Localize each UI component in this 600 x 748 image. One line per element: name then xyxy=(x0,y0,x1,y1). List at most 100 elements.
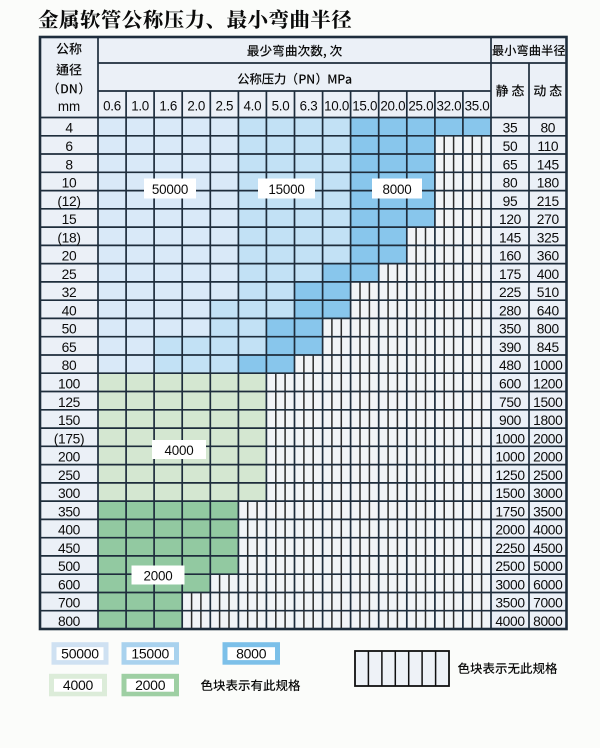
svg-text:5000: 5000 xyxy=(533,559,563,574)
svg-text:2500: 2500 xyxy=(495,559,525,574)
svg-text:1000: 1000 xyxy=(495,450,525,465)
svg-text:50: 50 xyxy=(62,322,77,337)
svg-text:(12): (12) xyxy=(57,194,80,209)
svg-text:1.6: 1.6 xyxy=(159,98,177,113)
svg-text:400: 400 xyxy=(537,267,560,282)
svg-text:700: 700 xyxy=(58,596,81,611)
svg-text:800: 800 xyxy=(537,322,560,337)
svg-text:500: 500 xyxy=(58,559,81,574)
svg-text:10: 10 xyxy=(62,176,77,191)
svg-text:mm: mm xyxy=(58,99,80,114)
svg-text:845: 845 xyxy=(537,340,560,355)
svg-text:480: 480 xyxy=(499,358,522,373)
svg-text:4000: 4000 xyxy=(533,523,563,538)
svg-text:2000: 2000 xyxy=(135,677,166,693)
svg-text:35.0: 35.0 xyxy=(465,98,490,113)
svg-text:200: 200 xyxy=(58,450,81,465)
svg-text:(18): (18) xyxy=(57,230,80,245)
svg-text:325: 325 xyxy=(537,230,560,245)
svg-text:50000: 50000 xyxy=(152,182,188,197)
svg-text:4000: 4000 xyxy=(165,443,194,458)
svg-text:4: 4 xyxy=(65,121,73,136)
svg-text:1.0: 1.0 xyxy=(131,98,149,113)
svg-text:160: 160 xyxy=(499,249,522,264)
svg-text:32: 32 xyxy=(62,285,77,300)
svg-text:65: 65 xyxy=(62,340,77,355)
svg-text:120: 120 xyxy=(499,212,522,227)
svg-text:80: 80 xyxy=(62,358,77,373)
svg-text:280: 280 xyxy=(499,303,522,318)
svg-text:1000: 1000 xyxy=(533,358,563,373)
svg-text:15: 15 xyxy=(62,212,77,227)
svg-text:20.0: 20.0 xyxy=(380,98,405,113)
svg-text:1000: 1000 xyxy=(495,431,525,446)
svg-text:450: 450 xyxy=(58,541,81,556)
svg-text:32.0: 32.0 xyxy=(436,98,461,113)
svg-text:250: 250 xyxy=(58,468,81,483)
svg-text:4000: 4000 xyxy=(63,677,94,693)
svg-text:3500: 3500 xyxy=(495,596,525,611)
svg-text:1750: 1750 xyxy=(495,504,525,519)
svg-text:1500: 1500 xyxy=(533,395,563,410)
svg-text:40: 40 xyxy=(62,303,77,318)
svg-text:95: 95 xyxy=(503,194,518,209)
svg-text:175: 175 xyxy=(499,267,522,282)
svg-text:8000: 8000 xyxy=(533,614,563,629)
svg-text:5.0: 5.0 xyxy=(272,98,290,113)
svg-text:270: 270 xyxy=(537,212,560,227)
svg-text:900: 900 xyxy=(499,413,522,428)
svg-text:800: 800 xyxy=(58,614,81,629)
svg-text:2000: 2000 xyxy=(144,569,173,584)
svg-text:20: 20 xyxy=(62,249,77,264)
svg-text:390: 390 xyxy=(499,340,522,355)
svg-text:15.0: 15.0 xyxy=(352,98,377,113)
svg-text:100: 100 xyxy=(58,377,81,392)
svg-text:225: 225 xyxy=(499,285,522,300)
svg-text:750: 750 xyxy=(499,395,522,410)
svg-text:1500: 1500 xyxy=(495,486,525,501)
svg-text:25.0: 25.0 xyxy=(408,98,433,113)
svg-text:1200: 1200 xyxy=(533,377,563,392)
svg-text:350: 350 xyxy=(499,322,522,337)
svg-text:2.5: 2.5 xyxy=(215,98,233,113)
svg-text:4500: 4500 xyxy=(533,541,563,556)
svg-text:145: 145 xyxy=(499,230,522,245)
svg-text:1250: 1250 xyxy=(495,468,525,483)
svg-text:8000: 8000 xyxy=(236,646,267,662)
svg-text:600: 600 xyxy=(499,377,522,392)
svg-text:125: 125 xyxy=(58,395,81,410)
svg-text:2250: 2250 xyxy=(495,541,525,556)
svg-text:(175): (175) xyxy=(54,431,84,446)
svg-text:2000: 2000 xyxy=(495,523,525,538)
svg-text:150: 150 xyxy=(58,413,81,428)
svg-text:215: 215 xyxy=(537,194,560,209)
svg-text:640: 640 xyxy=(537,303,560,318)
svg-text:145: 145 xyxy=(537,157,560,172)
svg-text:6000: 6000 xyxy=(533,577,563,592)
svg-text:400: 400 xyxy=(58,523,81,538)
svg-text:50: 50 xyxy=(503,139,518,154)
svg-text:6.3: 6.3 xyxy=(300,98,318,113)
svg-text:2000: 2000 xyxy=(533,431,563,446)
svg-text:8000: 8000 xyxy=(383,182,412,197)
svg-text:110: 110 xyxy=(537,139,559,154)
svg-text:360: 360 xyxy=(537,249,560,264)
svg-text:50000: 50000 xyxy=(61,646,99,662)
svg-text:25: 25 xyxy=(62,267,77,282)
svg-text:80: 80 xyxy=(503,176,518,191)
svg-text:2.0: 2.0 xyxy=(187,98,205,113)
svg-text:65: 65 xyxy=(503,157,518,172)
svg-text:2000: 2000 xyxy=(533,450,563,465)
svg-text:15000: 15000 xyxy=(131,646,169,662)
svg-text:180: 180 xyxy=(537,176,560,191)
svg-text:35: 35 xyxy=(503,121,518,136)
svg-text:8: 8 xyxy=(65,157,73,172)
svg-text:15000: 15000 xyxy=(268,182,304,197)
svg-text:3000: 3000 xyxy=(533,486,563,501)
svg-text:3500: 3500 xyxy=(533,504,563,519)
svg-text:4000: 4000 xyxy=(495,614,525,629)
svg-text:600: 600 xyxy=(58,577,81,592)
svg-text:3000: 3000 xyxy=(495,577,525,592)
svg-text:300: 300 xyxy=(58,486,81,501)
svg-text:6: 6 xyxy=(65,139,73,154)
